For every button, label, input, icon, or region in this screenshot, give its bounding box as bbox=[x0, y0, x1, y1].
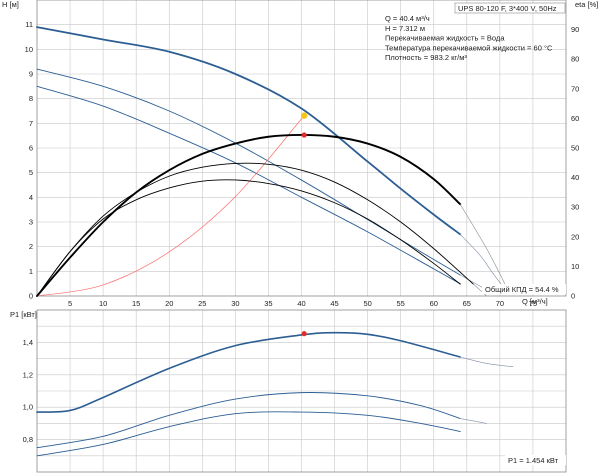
y2-tick-label: 0 bbox=[571, 292, 575, 301]
y2-tick-label: 60 bbox=[571, 114, 579, 123]
x-tick-label: 55 bbox=[397, 299, 405, 308]
y-tick-label: 0 bbox=[29, 292, 33, 301]
x-tick-label: 5 bbox=[68, 299, 72, 308]
x-tick-label: 65 bbox=[463, 299, 471, 308]
power-annotation-bg bbox=[505, 455, 566, 465]
y-tick-label: 5 bbox=[29, 168, 33, 177]
efficiency-point-marker bbox=[301, 132, 307, 138]
head-speed-3-line bbox=[36, 26, 462, 236]
x-tick-label: 50 bbox=[363, 299, 371, 308]
y2-tick-label: 10 bbox=[571, 262, 579, 271]
h-axis-label: H [м] bbox=[2, 0, 19, 9]
y-tick-label: 3 bbox=[29, 218, 33, 227]
x-tick-label: 10 bbox=[99, 299, 107, 308]
y-tick-label: 6 bbox=[29, 144, 33, 153]
y-tick-label: 1 bbox=[29, 267, 33, 276]
power-chart-frame bbox=[36, 309, 567, 473]
duty-point-marker bbox=[300, 112, 308, 119]
x-tick-label: 15 bbox=[132, 299, 140, 308]
head-chart-grid bbox=[37, 0, 566, 296]
q-axis-label: Q [м³/ч] bbox=[522, 297, 548, 306]
y2-tick-label: 20 bbox=[571, 232, 579, 241]
power-chart-series bbox=[36, 331, 514, 457]
y2-tick-label: 80 bbox=[571, 55, 579, 64]
x-tick-label: 45 bbox=[330, 299, 338, 308]
y2-tick-label: 90 bbox=[571, 25, 579, 34]
head-speed-1-line bbox=[36, 85, 461, 285]
y2-tick-label: 30 bbox=[571, 203, 579, 212]
power-y-tick-label: 1,4 bbox=[23, 338, 33, 347]
p1-axis-label: P1 [кВт] bbox=[10, 310, 37, 319]
eff-speed-2-ext-line bbox=[473, 283, 487, 297]
x-tick-label: 30 bbox=[231, 299, 239, 308]
x-tick-label: 40 bbox=[297, 299, 305, 308]
power-chart-grid bbox=[37, 310, 566, 472]
model-title: UPS 80-120 F, 3*400 V, 50Hz bbox=[458, 4, 557, 13]
head-chart-points bbox=[300, 112, 308, 138]
power-y-tick-label: 1,2 bbox=[23, 370, 33, 379]
eff-speed-2-line bbox=[36, 162, 474, 297]
power-speed-2-ext-line bbox=[459, 418, 487, 424]
head-chart-series bbox=[36, 26, 507, 297]
power-chart-y-ticks: 0,8 1,0 1,2 1,4 bbox=[23, 338, 33, 444]
y-tick-label: 11 bbox=[25, 20, 33, 29]
duty-info-line: Q = 40.4 м³/ч bbox=[385, 14, 430, 23]
model-title-box bbox=[454, 2, 566, 14]
power-speed-2-line bbox=[36, 392, 461, 449]
duty-info-line: Температура перекачиваемой жидкости = 60… bbox=[385, 43, 553, 52]
eff-speed-1-line bbox=[36, 179, 461, 297]
head-chart-y-ticks: 0 1 2 3 4 5 6 7 8 9 10 11 bbox=[25, 20, 33, 300]
x-tick-label: 60 bbox=[430, 299, 438, 308]
duty-info-line: Плотность = 983.2 кг/м³ bbox=[385, 53, 467, 62]
eff-speed-3-line bbox=[36, 134, 462, 297]
efficiency-annotation: Общий КПД = 54.4 % bbox=[485, 285, 559, 294]
head-chart-y2-ticks: 0 10 20 30 40 50 60 70 80 90 bbox=[571, 25, 579, 300]
y-tick-label: 8 bbox=[29, 94, 33, 103]
x-tick-label: 70 bbox=[496, 299, 504, 308]
y2-tick-label: 50 bbox=[571, 144, 579, 153]
y-tick-label: 7 bbox=[29, 119, 33, 128]
power-speed-1-line bbox=[36, 411, 461, 457]
y2-tick-label: 70 bbox=[571, 84, 579, 93]
power-y-tick-label: 0,8 bbox=[23, 435, 33, 444]
power-chart-points bbox=[301, 331, 307, 337]
head-chart-frame bbox=[36, 0, 567, 297]
power-speed-3-line bbox=[36, 331, 461, 413]
y-tick-label: 9 bbox=[29, 70, 33, 79]
x-tick-label: 25 bbox=[198, 299, 206, 308]
duty-info-line: H = 7.312 м bbox=[385, 24, 425, 33]
power-y-tick-label: 1,0 bbox=[23, 403, 33, 412]
x-tick-label: 75 bbox=[529, 299, 537, 308]
y-tick-label: 10 bbox=[25, 45, 33, 54]
y-tick-label: 4 bbox=[29, 193, 33, 202]
y-tick-label: 2 bbox=[29, 242, 33, 251]
head-speed-3-ext-line bbox=[459, 234, 507, 292]
x-tick-label: 35 bbox=[264, 299, 272, 308]
power-point-marker bbox=[301, 331, 307, 337]
head-speed-2-line bbox=[36, 68, 461, 276]
eff-speed-3-ext-line bbox=[459, 203, 507, 288]
power-annotation: P1 = 1.454 кВт bbox=[508, 456, 559, 465]
x-tick-label: 20 bbox=[165, 299, 173, 308]
power-speed-3-ext-line bbox=[459, 356, 514, 367]
head-chart-x-ticks: 5 10 15 20 25 30 35 40 45 50 55 60 65 70 75 bbox=[68, 299, 537, 308]
efficiency-annotation-bg bbox=[482, 284, 566, 294]
duty-info-line: Перекачиваемая жидкость = Вода bbox=[385, 34, 505, 43]
eta-axis-label: eta [%] bbox=[575, 0, 598, 9]
y2-tick-label: 40 bbox=[571, 173, 579, 182]
